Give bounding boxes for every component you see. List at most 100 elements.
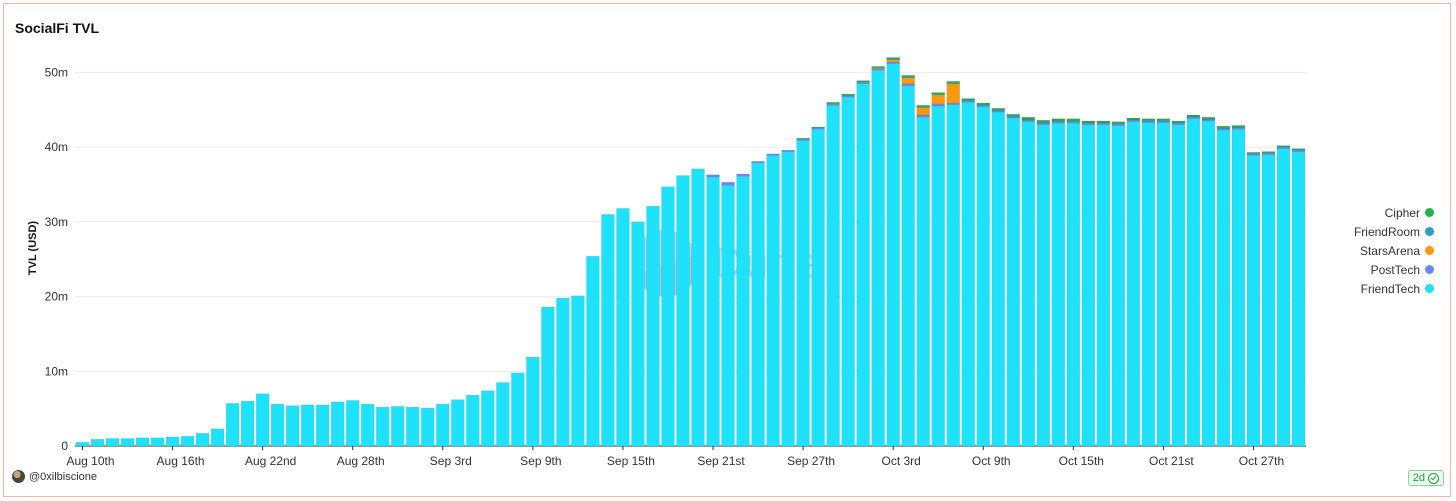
- bar-starsarena: [886, 59, 900, 63]
- legend-label: FriendRoom: [1353, 224, 1420, 239]
- bar-friendtech: [105, 438, 120, 447]
- bar-friendtech: [451, 399, 465, 447]
- author-name: @0xilbiscione: [29, 470, 98, 483]
- bar-friendtech: [1261, 154, 1276, 447]
- bar-friendtech: [1126, 121, 1141, 447]
- bar-friendtech: [300, 404, 315, 447]
- x-tick-label: Aug 10th: [66, 454, 114, 468]
- bar-friendtech: [1186, 118, 1201, 447]
- bar-cipher: [1096, 120, 1111, 123]
- y-tick-label: 20m: [45, 290, 68, 304]
- bar-friendtech: [240, 400, 255, 447]
- x-tick-label: Sep 9th: [520, 454, 561, 468]
- bar-friendtech: [1201, 120, 1216, 447]
- bar-cipher: [1021, 116, 1035, 120]
- bar-cipher: [1156, 118, 1171, 121]
- bar-friendtech: [661, 186, 675, 447]
- bar-cipher: [931, 92, 945, 95]
- bar-cipher: [841, 93, 855, 96]
- bar-friendtech: [346, 400, 360, 447]
- bar-friendtech: [1051, 122, 1066, 447]
- bar-friendtech: [165, 436, 180, 447]
- bar-friendtech: [796, 140, 810, 447]
- x-tick-label: Sep 3rd: [430, 454, 472, 468]
- y-tick-label: 40m: [45, 140, 68, 154]
- y-tick-label: 30m: [45, 215, 68, 229]
- author-link[interactable]: @0xilbiscione: [12, 470, 97, 483]
- bar-cipher: [1066, 118, 1081, 122]
- bar-cipher: [901, 75, 915, 78]
- legend-dot-icon: [1425, 208, 1434, 217]
- x-tick-label: Aug 16th: [157, 454, 205, 468]
- bar-friendtech: [811, 128, 825, 447]
- age-badge-label: 2d: [1412, 472, 1425, 484]
- x-tick-label: Oct 9th: [972, 454, 1011, 468]
- bar-friendtech: [631, 221, 645, 447]
- chart-legend: Cipher FriendRoom StarsArena PostTech Friend…: [1354, 203, 1434, 298]
- bar-posttech: [916, 114, 930, 118]
- bar-cipher: [1186, 114, 1201, 117]
- legend-dot-icon: [1425, 284, 1434, 293]
- legend-label: StarsArena: [1359, 243, 1420, 258]
- x-tick-label: Oct 3rd: [881, 454, 920, 468]
- legend-dot-icon: [1425, 246, 1434, 255]
- bar-friendtech: [90, 439, 105, 447]
- bar-friendtech: [616, 208, 630, 447]
- bar-friendtech: [135, 437, 150, 447]
- bar-friendtech: [195, 433, 210, 447]
- age-badge[interactable]: 2d: [1407, 470, 1444, 486]
- bar-friendtech: [781, 151, 795, 447]
- bar-friendtech: [556, 297, 570, 447]
- bar-friendtech: [210, 428, 225, 447]
- bar-friendtech: [571, 295, 585, 447]
- bar-friendtech: [601, 214, 615, 447]
- bar-cipher: [1291, 148, 1306, 150]
- bar-friendtech: [376, 406, 390, 447]
- bar-friendtech: [1006, 117, 1020, 447]
- bar-friendtech: [1111, 125, 1126, 447]
- bar-posttech: [901, 83, 915, 87]
- bar-friendtech: [916, 116, 930, 447]
- check-circle-icon: [1428, 472, 1439, 484]
- legend-item-starsarena[interactable]: StarsArena: [1354, 241, 1434, 260]
- bar-posttech: [766, 153, 780, 156]
- bar-cipher: [886, 57, 900, 60]
- bar-friendtech: [496, 382, 510, 447]
- x-tick-label: Sep 15th: [607, 454, 655, 468]
- bar-cipher: [1276, 145, 1291, 147]
- legend-item-cipher[interactable]: Cipher: [1354, 203, 1434, 222]
- bar-friendtech: [270, 403, 285, 447]
- bar-cipher: [976, 102, 990, 105]
- bar-starsarena: [946, 83, 960, 104]
- bar-friendtech: [931, 105, 945, 447]
- y-tick-label: 10m: [45, 364, 68, 378]
- bar-friendtech: [751, 162, 765, 447]
- bar-friendtech: [120, 438, 135, 447]
- bar-friendtech: [180, 436, 195, 447]
- bar-cipher: [871, 66, 885, 69]
- bar-cipher: [1081, 120, 1096, 123]
- legend-dot-icon: [1425, 227, 1434, 236]
- bar-cipher: [916, 105, 930, 108]
- chart-title: SocialFi TVL: [15, 20, 100, 36]
- x-tick-label: Oct 21st: [1149, 454, 1194, 468]
- bar-friendtech: [856, 83, 870, 447]
- legend-item-posttech[interactable]: PostTech: [1354, 260, 1434, 279]
- x-tick-label: Sep 21st: [697, 454, 745, 468]
- bar-friendtech: [436, 403, 450, 447]
- bar-friendtech: [826, 105, 840, 447]
- x-tick-label: Aug 22nd: [245, 454, 296, 468]
- bar-posttech: [751, 161, 765, 164]
- legend-item-friendtech[interactable]: FriendTech: [1354, 279, 1434, 298]
- bar-friendtech: [976, 106, 990, 447]
- bar-friendtech: [331, 401, 345, 447]
- x-tick-label: Sep 27th: [787, 454, 835, 468]
- bar-friendtech: [736, 176, 750, 447]
- bar-friendtech: [1066, 122, 1081, 447]
- bar-friendtech: [1036, 124, 1050, 447]
- y-tick-label: 50m: [45, 65, 68, 79]
- legend-item-friendroom[interactable]: FriendRoom: [1354, 222, 1434, 241]
- x-tick-label: Aug 28th: [337, 454, 385, 468]
- bar-posttech: [721, 181, 735, 186]
